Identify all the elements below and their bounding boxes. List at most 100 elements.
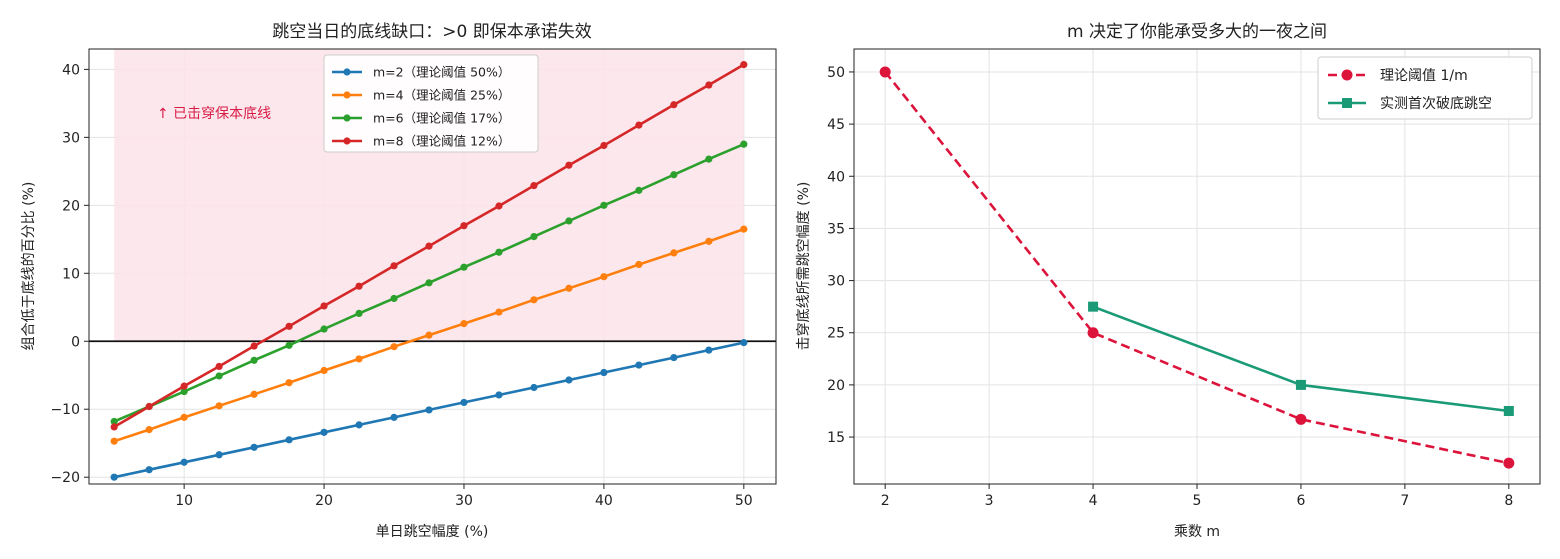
chart-left-legend: m=2（理论阈值 50%） m=4（理论阈值 25%） m=6（理论阈值 17%） m…: [323, 54, 539, 153]
chart-left-y-ticks: −20 −10 0 10 20 30 40: [50, 62, 89, 486]
chart-right-y-label: 击穿底线所需跳空幅度 (%): [796, 182, 812, 351]
y-tick-label: 40: [62, 62, 80, 78]
data-point: [1088, 301, 1099, 312]
data-point: [1295, 379, 1306, 390]
x-tick-label: 6: [1296, 493, 1305, 509]
data-point: [495, 391, 503, 399]
series-2: [110, 225, 748, 445]
data-point: [565, 376, 573, 384]
y-tick-label: 10: [62, 266, 80, 282]
data-point: [705, 155, 713, 163]
legend-label: m=6（理论阈值 17%）: [373, 111, 510, 126]
data-point: [740, 339, 748, 347]
x-tick-label: 20: [315, 493, 333, 509]
data-point: [600, 201, 608, 209]
data-point: [530, 296, 538, 304]
data-point: [250, 342, 258, 350]
data-point: [215, 402, 223, 410]
data-point: [670, 353, 678, 362]
data-point: [215, 362, 223, 371]
chart-right-x-ticks: 2 3 4 5 6 7 8: [881, 484, 1513, 509]
chart-right-y-ticks: 15 20 25 30 35 40 45 50: [827, 65, 854, 446]
data-point: [425, 406, 433, 414]
data-point: [215, 372, 223, 380]
data-point: [355, 309, 363, 317]
data-point: [530, 383, 538, 392]
data-point: [285, 341, 293, 349]
x-tick-label: 30: [455, 493, 473, 509]
x-tick-label: 4: [1089, 493, 1098, 509]
data-point: [355, 282, 363, 290]
y-tick-label: 0: [71, 334, 80, 350]
chart-right-legend: 理论阈值 1/m 实测首次破底跳空: [1317, 56, 1533, 120]
data-point: [285, 379, 293, 387]
data-point: [145, 426, 153, 434]
series-2: [1088, 301, 1514, 416]
data-point: [145, 402, 153, 411]
data-point: [600, 141, 608, 150]
x-tick-label: 8: [1504, 493, 1513, 509]
data-point: [635, 121, 643, 129]
data-point: [670, 101, 678, 109]
data-point: [1087, 327, 1099, 339]
y-tick-label: 30: [827, 274, 845, 290]
chart-right-legend-box: [1317, 56, 1533, 120]
chart-right-series: [879, 66, 1515, 469]
data-point: [600, 368, 608, 377]
chart-left-frame: [88, 48, 777, 485]
data-point: [530, 182, 538, 190]
legend-label: m=4（理论阈值 25%）: [373, 88, 510, 103]
data-point: [635, 361, 643, 369]
data-point: [495, 202, 503, 210]
x-tick-label: 50: [735, 493, 753, 509]
data-point: [460, 222, 468, 230]
data-point: [495, 248, 503, 256]
y-tick-label: 45: [827, 117, 845, 133]
data-point: [355, 421, 363, 429]
chart-left-title: 跳空当日的底线缺口：>0 即保本承诺失效: [272, 22, 591, 42]
data-point: [320, 428, 328, 436]
y-tick-label: −10: [50, 402, 80, 418]
data-point: [390, 262, 398, 270]
chart-right-title: m 决定了你能承受多大的一夜之间: [1067, 22, 1327, 42]
data-point: [145, 466, 153, 474]
legend-marker: [343, 137, 351, 145]
legend-marker: [343, 91, 351, 99]
chart-left-legend-box: [323, 54, 539, 153]
data-point: [705, 81, 713, 89]
chart-left-y-label: 组合低于底线的百分比 (%): [21, 182, 37, 351]
data-point: [110, 423, 118, 431]
data-point: [635, 260, 643, 269]
data-point: [180, 382, 188, 390]
series-1: [110, 339, 748, 481]
data-point: [460, 263, 468, 271]
y-tick-label: 40: [827, 169, 845, 185]
data-point: [670, 171, 678, 179]
chart-right-grid: [854, 49, 1540, 484]
data-point: [250, 390, 258, 398]
x-tick-label: 2: [881, 493, 890, 509]
y-tick-label: −20: [50, 470, 80, 486]
data-point: [740, 140, 748, 148]
chart-left-x-ticks: 10 20 30 40 50: [175, 484, 753, 509]
data-point: [320, 325, 328, 333]
data-point: [390, 413, 398, 421]
chart-left-series: [110, 61, 748, 481]
data-point: [285, 322, 293, 330]
y-tick-label: 30: [62, 130, 80, 146]
legend-label: m=8（理论阈值 12%）: [373, 134, 510, 149]
data-point: [635, 186, 643, 194]
data-point: [565, 217, 573, 225]
data-point: [110, 437, 118, 445]
data-point: [180, 387, 188, 396]
legend-marker: [1342, 98, 1352, 108]
data-point: [565, 161, 573, 169]
data-point: [250, 356, 258, 364]
data-point: [320, 302, 328, 310]
y-tick-label: 15: [827, 430, 845, 446]
data-point: [110, 417, 118, 426]
data-point: [879, 66, 891, 78]
x-tick-label: 40: [595, 493, 613, 509]
